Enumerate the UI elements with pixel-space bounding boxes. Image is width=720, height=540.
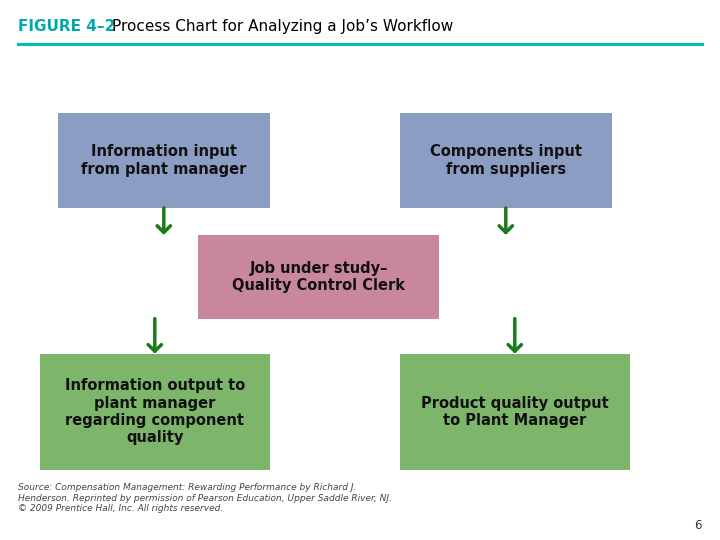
Bar [400,113,612,208]
Text: Information output to
plant manager
regarding component
quality: Information output to plant manager rega… [65,378,245,446]
Text: Components input
from suppliers: Components input from suppliers [430,144,582,177]
Text: Information input
from plant manager: Information input from plant manager [81,144,246,177]
Bar [40,354,270,470]
Bar [198,235,439,319]
Text: Source: Compensation Management: Rewarding Performance by Richard J.
Henderson. : Source: Compensation Management: Rewardi… [18,483,392,513]
Text: Process Chart for Analyzing a Job’s Workflow: Process Chart for Analyzing a Job’s Work… [112,19,453,34]
Text: 6: 6 [695,519,702,532]
Bar [58,113,270,208]
Text: Job under study–
Quality Control Clerk: Job under study– Quality Control Clerk [232,261,405,293]
Text: Product quality output
to Plant Manager: Product quality output to Plant Manager [421,395,608,428]
Bar [400,354,630,470]
Text: FIGURE 4–2: FIGURE 4–2 [18,19,115,34]
